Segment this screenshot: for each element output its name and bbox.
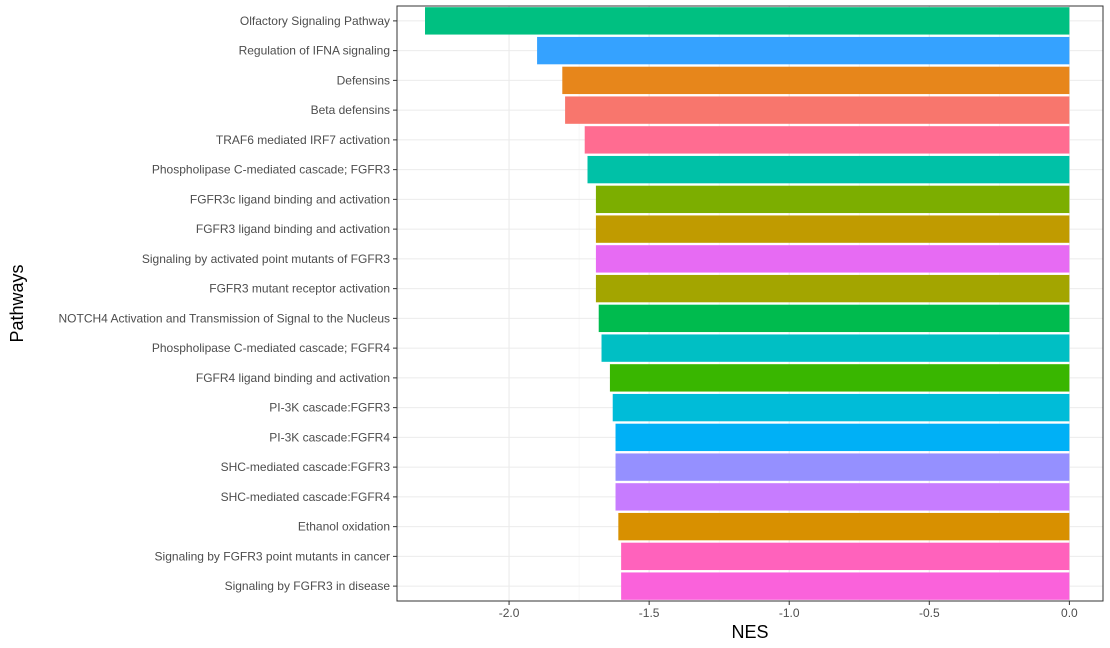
bar xyxy=(609,364,1070,392)
y-tick-label: FGFR3 mutant receptor activation xyxy=(209,282,390,296)
y-axis-title: Pathways xyxy=(7,264,27,342)
bar xyxy=(584,126,1070,154)
x-tick-label: 0.0 xyxy=(1061,606,1078,620)
bar xyxy=(621,572,1070,600)
bar xyxy=(598,304,1070,333)
y-tick-label: SHC-mediated cascade:FGFR4 xyxy=(221,490,391,504)
bar xyxy=(595,274,1070,303)
y-tick-label: Regulation of IFNA signaling xyxy=(239,44,390,58)
x-tick-label: -1.0 xyxy=(779,606,800,620)
bar xyxy=(595,215,1070,243)
bar xyxy=(612,393,1070,422)
x-tick-labels: -2.0 -1.5 -1.0 -0.5 0.0 xyxy=(499,601,1078,620)
y-tick-label: PI-3K cascade:FGFR3 xyxy=(269,401,390,415)
bar xyxy=(425,7,1070,35)
bar xyxy=(595,185,1070,214)
y-tick-label: FGFR4 ligand binding and activation xyxy=(196,371,390,385)
y-tick-label: Defensins xyxy=(337,73,390,87)
y-tick-label: Signaling by FGFR3 point mutants in canc… xyxy=(155,549,390,563)
y-tick-label: NOTCH4 Activation and Transmission of Si… xyxy=(59,311,391,325)
bar xyxy=(601,334,1070,362)
x-tick-label: -0.5 xyxy=(919,606,940,620)
bar xyxy=(587,155,1070,184)
bar xyxy=(618,512,1070,541)
y-tick-labels: Olfactory Signaling Pathway Regulation of… xyxy=(59,14,397,593)
x-tick-label: -1.5 xyxy=(639,606,660,620)
bar xyxy=(615,423,1070,452)
panel-border xyxy=(396,5,1104,602)
y-tick-label: Olfactory Signaling Pathway xyxy=(240,14,390,28)
y-tick-label: FGFR3c ligand binding and activation xyxy=(190,192,390,206)
y-tick-label: Signaling by FGFR3 in disease xyxy=(225,579,391,593)
y-tick-label: Signaling by activated point mutants of … xyxy=(142,252,390,266)
bar xyxy=(621,542,1070,571)
y-tick-label: TRAF6 mediated IRF7 activation xyxy=(216,133,390,147)
bar xyxy=(615,453,1070,481)
x-tick-label: -2.0 xyxy=(499,606,520,620)
bar xyxy=(615,483,1070,511)
y-tick-label: PI-3K cascade:FGFR4 xyxy=(269,430,390,444)
y-tick-label: Beta defensins xyxy=(311,103,390,117)
bar xyxy=(595,245,1070,273)
y-tick-label: Phospholipase C-mediated cascade; FGFR3 xyxy=(152,163,390,177)
bars xyxy=(425,7,1070,600)
y-tick-label: Ethanol oxidation xyxy=(298,520,390,534)
bar xyxy=(537,36,1070,65)
y-tick-label: Phospholipase C-mediated cascade; FGFR4 xyxy=(152,341,390,355)
y-tick-label: SHC-mediated cascade:FGFR3 xyxy=(221,460,391,474)
bar xyxy=(562,66,1070,95)
y-tick-label: FGFR3 ligand binding and activation xyxy=(196,222,390,236)
x-axis-title: NES xyxy=(731,622,768,642)
bar xyxy=(565,96,1070,124)
